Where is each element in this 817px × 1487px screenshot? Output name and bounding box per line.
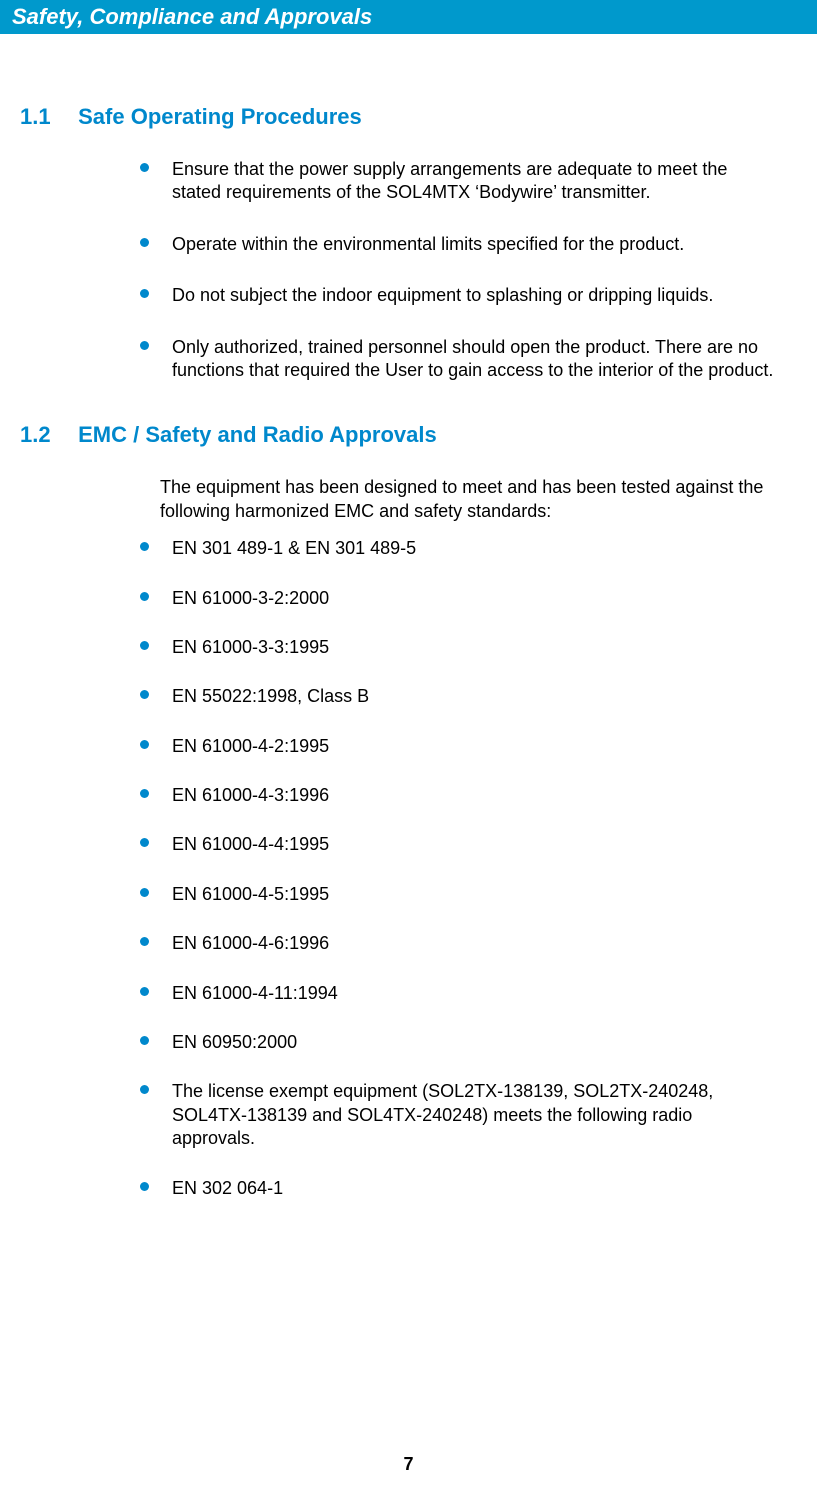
bullet-text: EN 60950:2000 <box>172 1032 297 1052</box>
section-1-title: Safe Operating Procedures <box>78 104 362 129</box>
list-item: EN 61000-4-4:1995 <box>136 833 777 856</box>
bullet-text: The license exempt equipment (SOL2TX-138… <box>172 1081 713 1148</box>
page-content: 1.1 Safe Operating Procedures Ensure tha… <box>0 104 817 1200</box>
list-item: EN 302 064-1 <box>136 1177 777 1200</box>
list-item: Do not subject the indoor equipment to s… <box>136 284 777 307</box>
list-item: Only authorized, trained personnel shoul… <box>136 336 777 383</box>
section-1-bullets: Ensure that the power supply arrangement… <box>136 158 777 382</box>
bullet-text: EN 61000-4-11:1994 <box>172 983 338 1003</box>
bullet-text: EN 61000-4-5:1995 <box>172 884 329 904</box>
list-item: EN 61000-4-2:1995 <box>136 735 777 758</box>
bullet-text: EN 61000-4-4:1995 <box>172 834 329 854</box>
section-2-title: EMC / Safety and Radio Approvals <box>78 422 437 447</box>
bullet-text: EN 61000-4-6:1996 <box>172 933 329 953</box>
list-item: EN 61000-4-11:1994 <box>136 982 777 1005</box>
page-header-title: Safety, Compliance and Approvals <box>12 4 372 29</box>
list-item: EN 55022:1998, Class B <box>136 685 777 708</box>
list-item: Ensure that the power supply arrangement… <box>136 158 777 205</box>
bullet-text: EN 61000-3-2:2000 <box>172 588 329 608</box>
bullet-text: EN 61000-4-3:1996 <box>172 785 329 805</box>
bullet-text: EN 301 489-1 & EN 301 489-5 <box>172 538 416 558</box>
list-item: EN 60950:2000 <box>136 1031 777 1054</box>
bullet-text: EN 61000-3-3:1995 <box>172 637 329 657</box>
list-item: EN 61000-4-5:1995 <box>136 883 777 906</box>
page-header-bar: Safety, Compliance and Approvals <box>0 0 817 34</box>
bullet-text: Ensure that the power supply arrangement… <box>172 159 727 202</box>
section-2-number: 1.2 <box>20 422 72 448</box>
section-1-number: 1.1 <box>20 104 72 130</box>
list-item: Operate within the environmental limits … <box>136 233 777 256</box>
section-2-bullets: EN 301 489-1 & EN 301 489-5 EN 61000-3-2… <box>136 537 777 1200</box>
bullet-text: Only authorized, trained personnel shoul… <box>172 337 773 380</box>
list-item: EN 301 489-1 & EN 301 489-5 <box>136 537 777 560</box>
list-item: EN 61000-3-3:1995 <box>136 636 777 659</box>
page-number: 7 <box>0 1454 817 1475</box>
section-2-heading: 1.2 EMC / Safety and Radio Approvals <box>20 422 797 448</box>
list-item: EN 61000-4-6:1996 <box>136 932 777 955</box>
bullet-text: Do not subject the indoor equipment to s… <box>172 285 713 305</box>
bullet-text: EN 302 064-1 <box>172 1178 283 1198</box>
section-2-intro: The equipment has been designed to meet … <box>160 476 777 523</box>
list-item: EN 61000-3-2:2000 <box>136 587 777 610</box>
bullet-text: EN 61000-4-2:1995 <box>172 736 329 756</box>
list-item: The license exempt equipment (SOL2TX-138… <box>136 1080 777 1150</box>
bullet-text: EN 55022:1998, Class B <box>172 686 369 706</box>
section-1-heading: 1.1 Safe Operating Procedures <box>20 104 797 130</box>
bullet-text: Operate within the environmental limits … <box>172 234 684 254</box>
list-item: EN 61000-4-3:1996 <box>136 784 777 807</box>
